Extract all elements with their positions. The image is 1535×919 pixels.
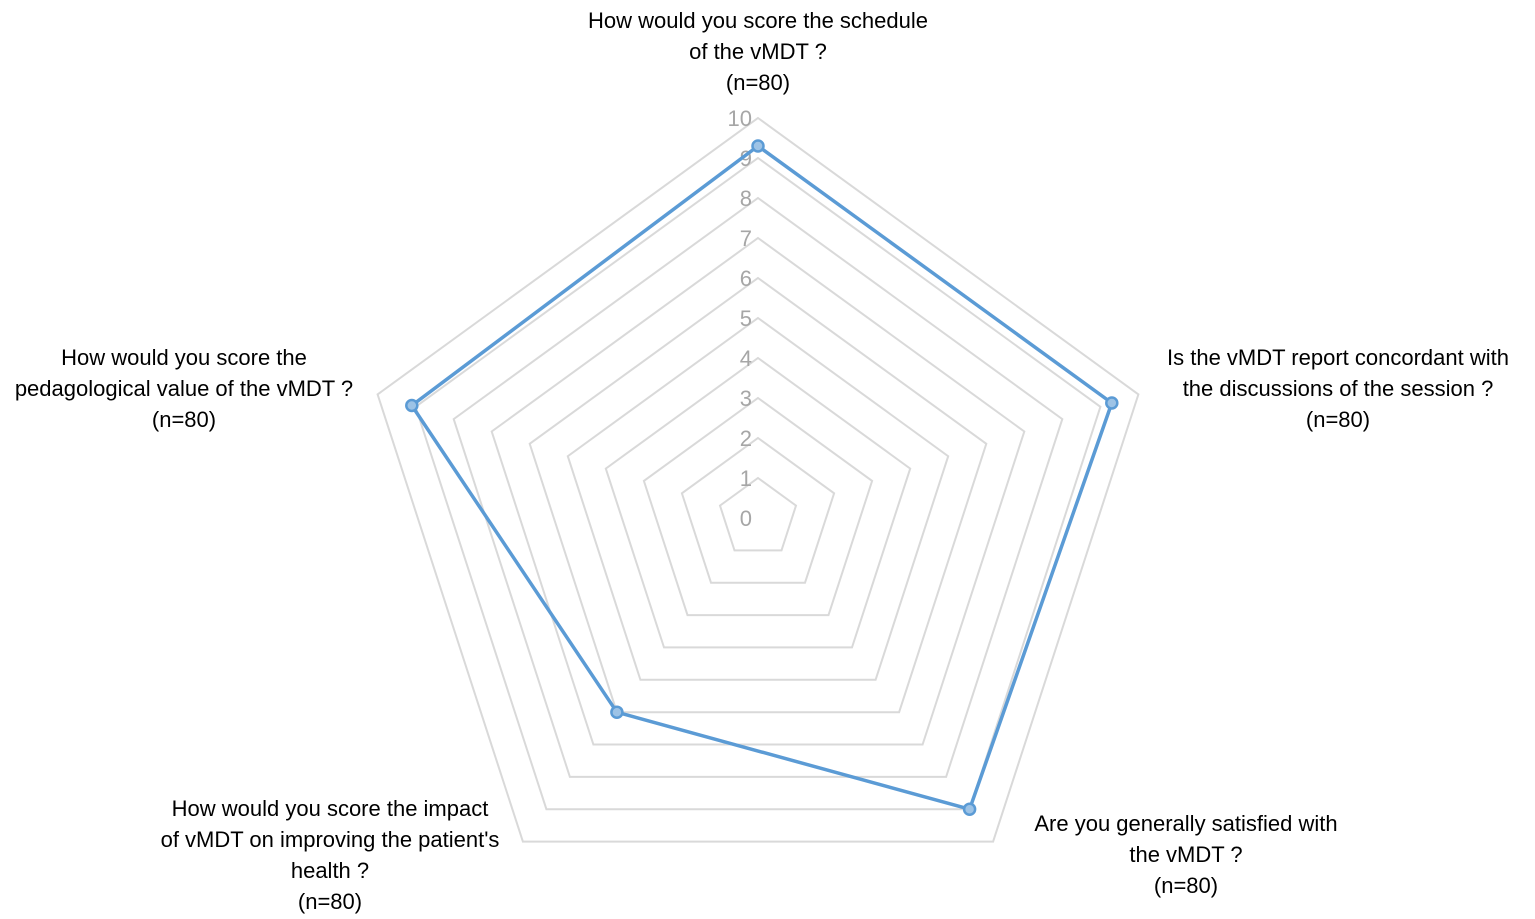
- tick-label-0: 0: [740, 506, 752, 531]
- axis-label-5: How would you score the pedagological val…: [15, 345, 353, 432]
- grid-ring-3: [642, 396, 874, 617]
- axis-label-4-line-3: health ?: [291, 858, 369, 883]
- axis-label-2-line-2: the discussions of the session ?: [1183, 376, 1494, 401]
- tick-label-8: 8: [740, 186, 752, 211]
- axis-label-1-line-3: (n=80): [726, 70, 790, 95]
- axis-label-3: Are you generally satisfied with the vMDT…: [1034, 811, 1337, 898]
- axis-label-5-line-3: (n=80): [152, 407, 216, 432]
- axis-label-1: How would you score the schedule of the v…: [588, 8, 928, 95]
- axis-labels: How would you score the schedule of the v…: [15, 8, 1509, 914]
- grid-ring-6: [528, 276, 988, 714]
- tick-label-10: 10: [728, 106, 752, 131]
- grid-ring-1: [718, 476, 798, 552]
- tick-label-7: 7: [740, 226, 752, 251]
- radar-grid: [376, 116, 1140, 843]
- axis-label-3-line-1: Are you generally satisfied with: [1034, 811, 1337, 836]
- axis-label-1-line-2: of the vMDT ?: [689, 39, 827, 64]
- series-1-line: [410, 144, 1114, 811]
- data-point-4: [610, 705, 624, 719]
- data-point-5: [405, 398, 419, 413]
- axis-label-4: How would you score the impact of vMDT on…: [161, 796, 500, 914]
- grid-ring-10: [376, 116, 1140, 843]
- axis-label-2: Is the vMDT report concordant with the di…: [1167, 345, 1509, 432]
- grid-ring-9: [414, 156, 1102, 811]
- axis-label-3-line-3: (n=80): [1154, 873, 1218, 898]
- axis-label-4-line-4: (n=80): [298, 889, 362, 914]
- tick-label-4: 4: [740, 346, 752, 371]
- axis-label-5-line-1: How would you score the: [61, 345, 307, 370]
- tick-label-2: 2: [740, 426, 752, 451]
- grid-ring-4: [604, 356, 912, 649]
- data-point-2: [1105, 396, 1119, 410]
- data-point-1: [751, 139, 765, 153]
- axis-label-2-line-3: (n=80): [1306, 407, 1370, 432]
- data-point-3: [962, 802, 977, 816]
- grid-ring-8: [452, 196, 1064, 778]
- tick-label-6: 6: [740, 266, 752, 291]
- tick-label-5: 5: [740, 306, 752, 331]
- tick-label-3: 3: [740, 386, 752, 411]
- series-layer: [405, 139, 1119, 816]
- axis-label-3-line-2: the vMDT ?: [1129, 842, 1242, 867]
- axis-label-4-line-1: How would you score the impact: [172, 796, 489, 821]
- axis-label-1-line-1: How would you score the schedule: [588, 8, 928, 33]
- tick-label-1: 1: [740, 466, 752, 491]
- grid-ring-7: [490, 236, 1026, 746]
- grid-ring-2: [680, 436, 836, 584]
- grid-ring-5: [566, 316, 950, 681]
- axis-label-2-line-1: Is the vMDT report concordant with: [1167, 345, 1509, 370]
- axis-label-5-line-2: pedagological value of the vMDT ?: [15, 376, 353, 401]
- axis-label-4-line-2: of vMDT on improving the patient's: [161, 827, 500, 852]
